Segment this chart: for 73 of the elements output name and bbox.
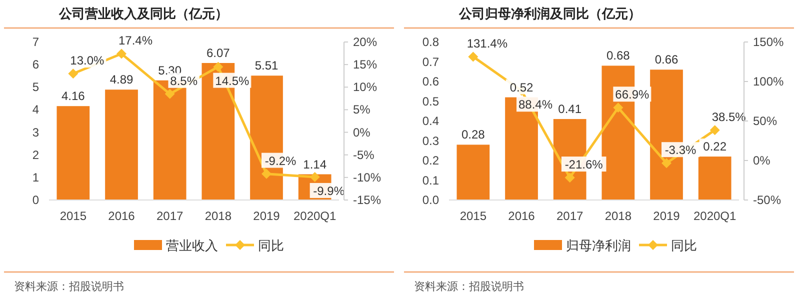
data-label: 13.0%	[70, 54, 105, 68]
data-label: 4.89	[110, 72, 134, 87]
x-tick-label: 2016	[508, 209, 536, 223]
text: 资料来源：招股说明书	[14, 280, 124, 293]
y-tick-label: 2	[32, 148, 40, 162]
text: 资料来源：招股说明书	[414, 280, 524, 293]
y-tick-label: 0.7	[422, 54, 440, 69]
y-tick-label: 0.5	[422, 94, 440, 108]
y-tick-label: 0.3	[422, 134, 440, 148]
data-label: 0.41	[558, 102, 582, 116]
data-label: 66.9%	[615, 88, 650, 102]
y-tick-label: 4	[32, 102, 40, 117]
x-tick-label: 2018	[204, 209, 232, 223]
data-label: 0.68	[606, 48, 630, 63]
y2-tick-label: 20%	[353, 35, 378, 49]
data-label: 88.4%	[518, 98, 553, 112]
y2-tick-label: -10%	[353, 170, 382, 184]
y2-tick-label: 5%	[353, 102, 371, 117]
data-label: 131.4%	[466, 36, 508, 51]
data-label: -9.2%	[264, 154, 296, 168]
y2-tick-label: 100%	[753, 74, 784, 88]
x-tick-label: 2020Q1	[293, 209, 337, 223]
y-tick-label: 0.8	[422, 35, 440, 49]
y2-tick-label: 150%	[753, 35, 784, 49]
data-label: -21.6%	[564, 158, 604, 172]
data-label: 0.66	[654, 52, 678, 67]
legend-label: 同比	[671, 238, 697, 253]
x-tick-label: 2019	[653, 209, 680, 223]
y2-tick-label: 0%	[353, 125, 371, 140]
y-tick-label: 7	[32, 35, 40, 49]
data-label: 6.07	[206, 46, 230, 60]
data-label: 38.5%	[712, 110, 746, 124]
y-tick-label: 3	[32, 125, 40, 140]
data-label: 0.22	[703, 140, 727, 154]
data-label: 17.4%	[118, 34, 153, 48]
data-label: -3.3%	[664, 143, 696, 158]
x-tick-label: 2015	[60, 209, 87, 223]
x-tick-label: 2017	[156, 209, 184, 223]
y2-tick-label: -5%	[353, 148, 375, 162]
y2-tick-label: 10%	[353, 80, 378, 94]
y-tick-label: 1	[32, 170, 40, 184]
y2-tick-label: -50%	[753, 193, 782, 207]
data-label: -9.9%	[313, 184, 345, 198]
y-tick-label: 0.4	[422, 114, 440, 128]
data-label: 4.16	[61, 89, 86, 104]
data-label: 14.5%	[215, 74, 250, 88]
y-tick-label: 0.0	[422, 193, 440, 207]
y-tick-label: 0	[32, 193, 40, 207]
y2-tick-label: 50%	[753, 114, 778, 128]
legend-label: 归母净利润	[566, 238, 631, 253]
data-label: 0.28	[461, 128, 486, 142]
y2-tick-label: 0%	[753, 154, 771, 168]
x-tick-label: 2020Q1	[693, 209, 737, 223]
x-tick-label: 2015	[460, 209, 487, 223]
y-tick-label: 0.6	[422, 74, 440, 88]
data-label: 0.52	[510, 80, 534, 94]
data-label: 1.14	[303, 157, 327, 172]
y2-tick-label: 15%	[353, 58, 378, 72]
chart-title: 公司营业收入及同比（亿元）	[58, 6, 228, 21]
legend-label: 同比	[258, 238, 284, 253]
x-tick-label: 2018	[604, 209, 632, 223]
y2-tick-label: -15%	[353, 193, 382, 207]
y-tick-label: 6	[32, 58, 40, 72]
x-tick-label: 2019	[253, 209, 280, 223]
data-label: 8.5%	[170, 74, 198, 88]
data-label: 5.51	[254, 58, 278, 73]
x-tick-label: 2016	[108, 209, 136, 223]
x-tick-label: 2017	[556, 209, 584, 223]
legend-label: 营业收入	[166, 238, 218, 253]
y-tick-label: 0.1	[422, 173, 440, 188]
y-tick-label: 5	[32, 80, 40, 94]
y-tick-label: 0.2	[422, 154, 440, 168]
chart-title: 公司归母净利润及同比（亿元）	[458, 6, 641, 21]
